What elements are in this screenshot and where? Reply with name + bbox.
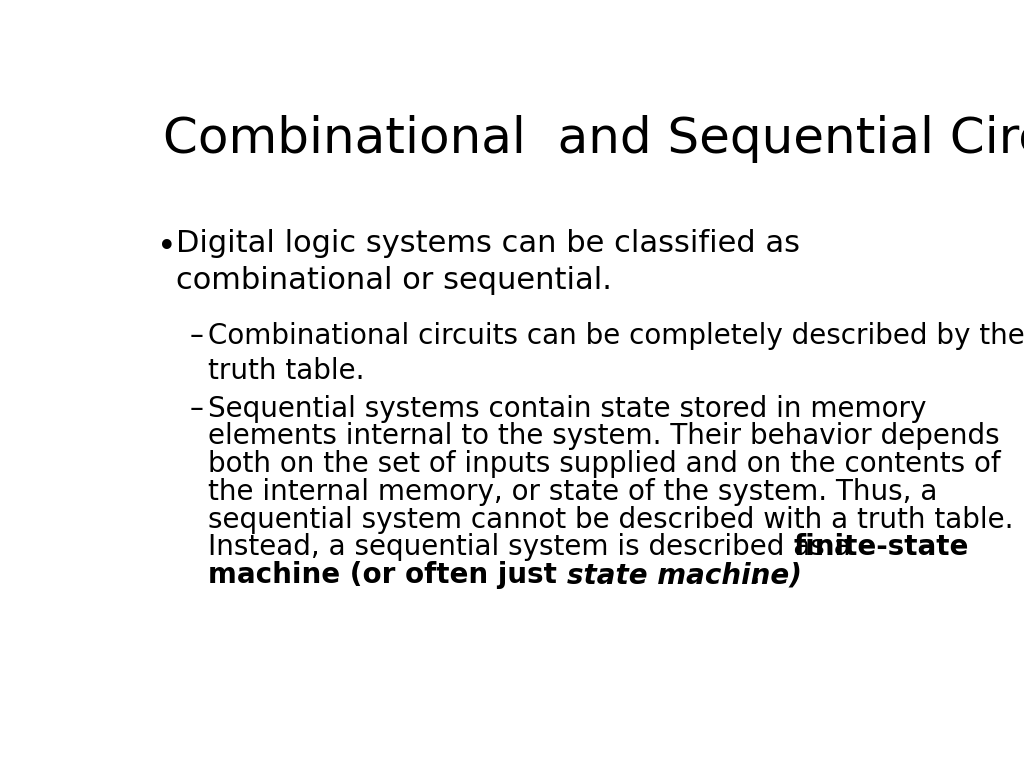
- Text: state machine): state machine): [567, 561, 802, 589]
- Text: Combinational  and Sequential Circuit: Combinational and Sequential Circuit: [163, 115, 1024, 164]
- Text: .: .: [750, 561, 760, 589]
- Text: Instead, a sequential system is described as a: Instead, a sequential system is describe…: [208, 533, 859, 561]
- Text: machine (or often just: machine (or often just: [208, 561, 566, 589]
- Text: sequential system cannot be described with a truth table.: sequential system cannot be described wi…: [208, 505, 1014, 534]
- Text: •: •: [158, 230, 177, 263]
- Text: both on the set of inputs supplied and on the contents of: both on the set of inputs supplied and o…: [208, 450, 1000, 478]
- Text: –: –: [190, 395, 204, 422]
- Text: finite-state: finite-state: [794, 533, 970, 561]
- Text: –: –: [190, 322, 204, 349]
- Text: Digital logic systems can be classified as
combinational or sequential.: Digital logic systems can be classified …: [176, 229, 800, 295]
- Text: the internal memory, or state of the system. Thus, a: the internal memory, or state of the sys…: [208, 478, 937, 506]
- Text: Combinational circuits can be completely described by the
truth table.: Combinational circuits can be completely…: [208, 322, 1024, 386]
- Text: Sequential systems contain state stored in memory: Sequential systems contain state stored …: [208, 395, 926, 422]
- Text: elements internal to the system. Their behavior depends: elements internal to the system. Their b…: [208, 422, 999, 451]
